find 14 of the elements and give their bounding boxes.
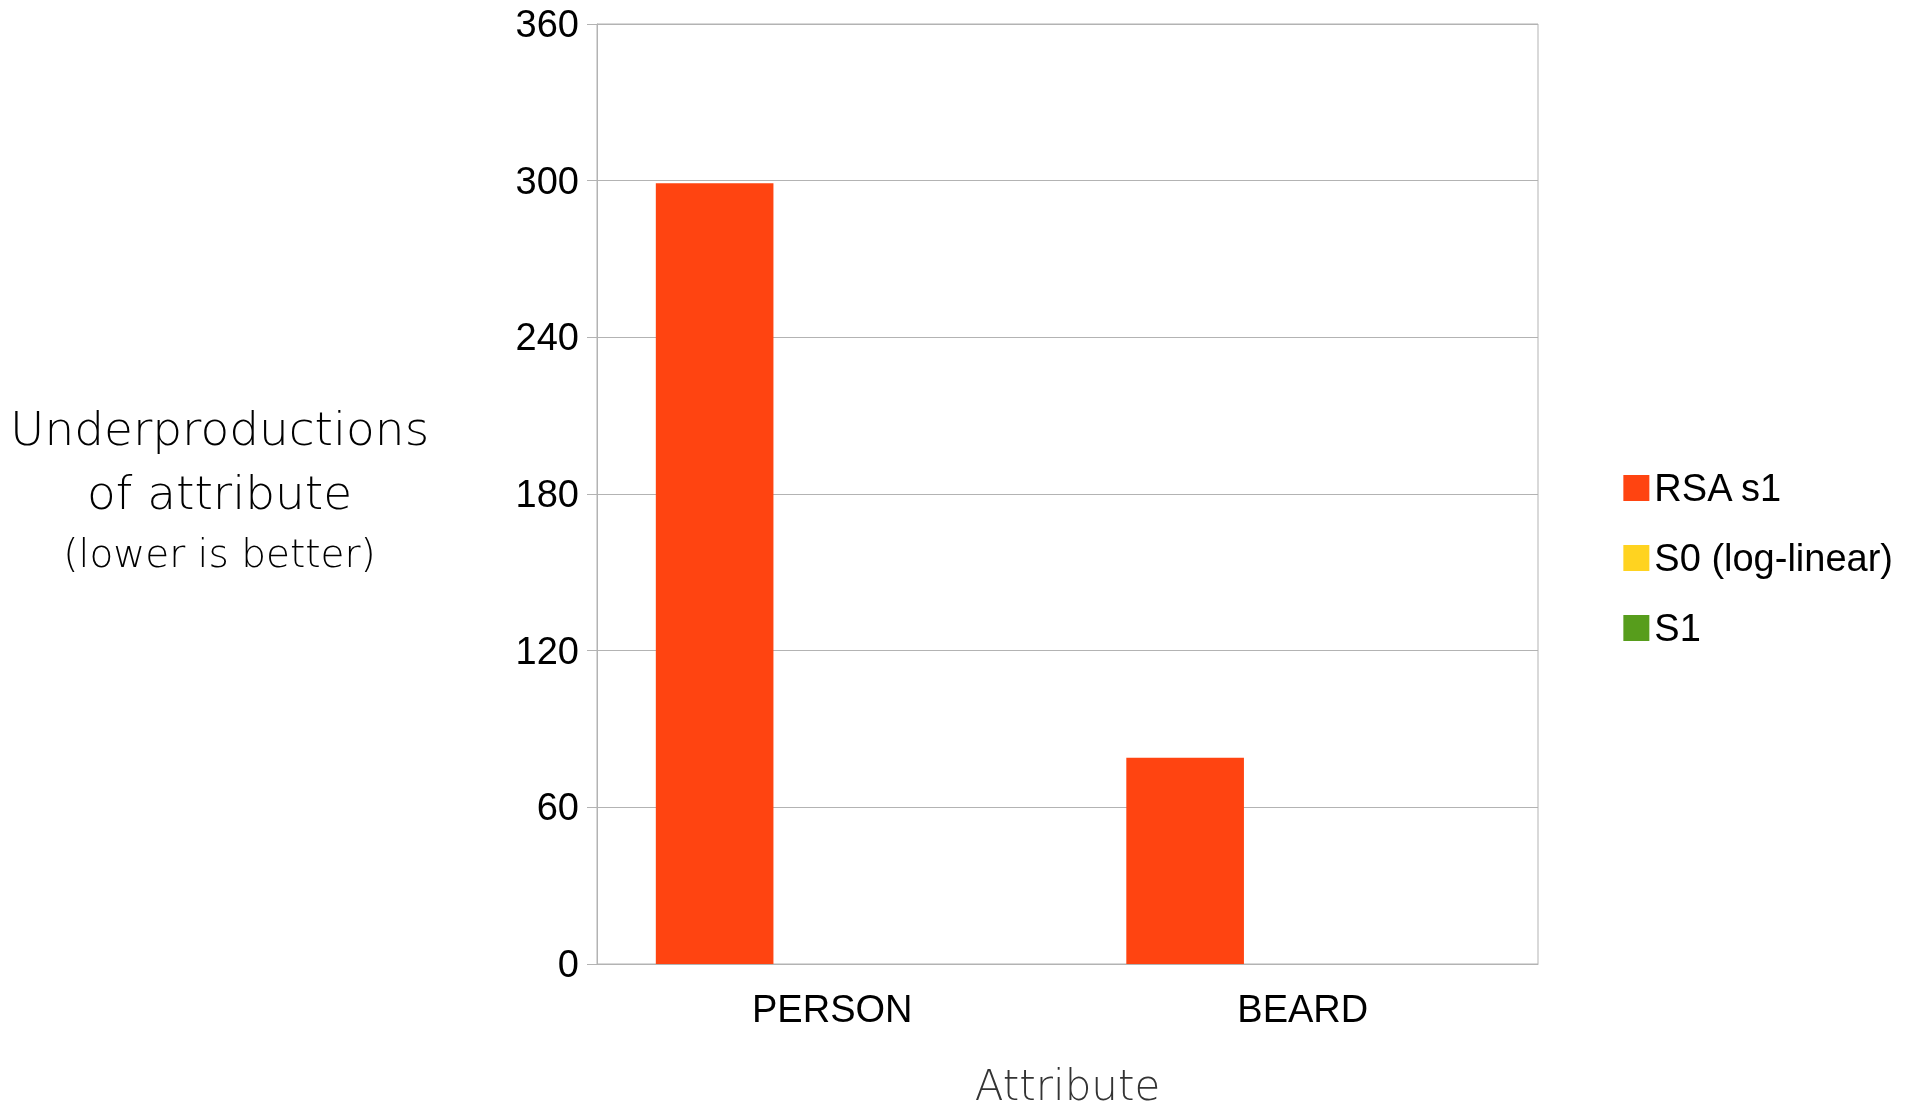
legend-label: S1 (1654, 607, 1701, 649)
x-tick-label: BEARD (1237, 988, 1369, 1030)
x-tick-label: PERSON (752, 988, 913, 1030)
legend-label: S0 (log-linear) (1654, 537, 1894, 579)
y-tick-label: 120 (515, 629, 579, 672)
y-tick-label: 300 (515, 159, 579, 202)
y-tick-label: 180 (515, 473, 579, 515)
y-tick-label: 360 (515, 3, 579, 45)
y-tick-label: 0 (557, 943, 579, 985)
y-axis-title: Underproductions of attribute (lower is better) (10, 401, 430, 576)
legend-label: RSA s1 (1654, 467, 1782, 509)
y-tick-label: 240 (515, 316, 579, 359)
y-tick-label: 60 (536, 786, 579, 829)
x-axis-title: Attribute (974, 1060, 1161, 1110)
